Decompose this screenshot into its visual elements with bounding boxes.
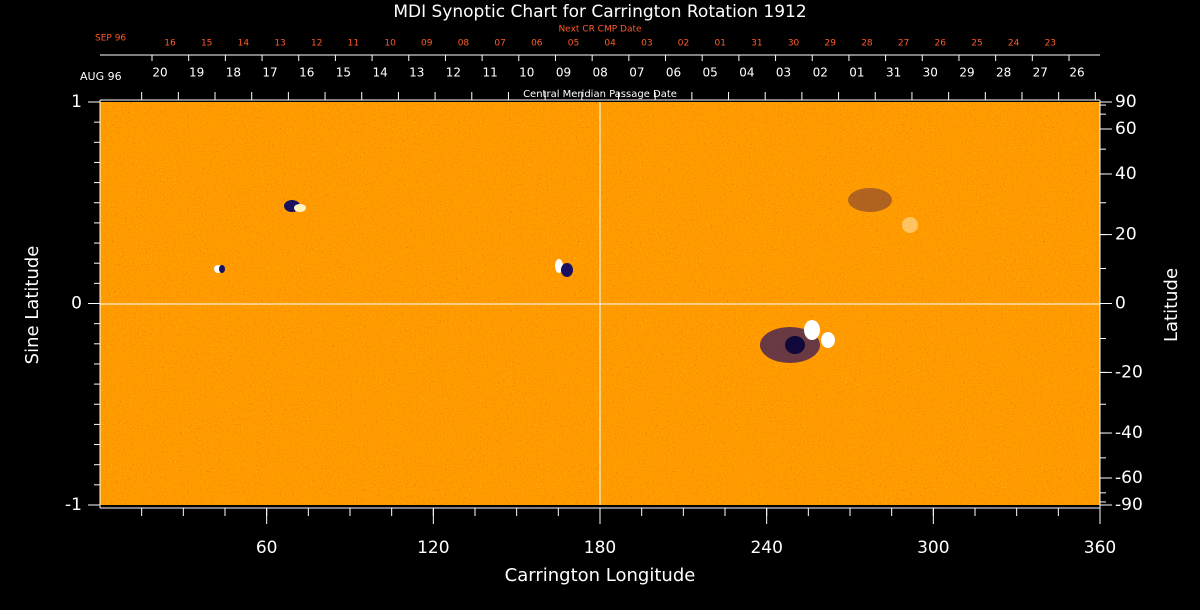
cmp-date: 19: [189, 66, 204, 80]
next-cr-start: SEP 96: [95, 34, 126, 44]
next-cr-date: 01: [714, 39, 725, 49]
cmp-date: 03: [776, 66, 791, 80]
next-cr-date: 03: [641, 39, 652, 49]
y-axis-label: Sine Latitude: [22, 246, 43, 365]
cmp-date: 29: [959, 66, 974, 80]
cmp-date: 04: [739, 66, 754, 80]
cmp-date: 30: [923, 66, 938, 80]
y2-tick-label: 0: [1115, 294, 1126, 314]
next-cr-date: 08: [458, 39, 470, 49]
cmp-date: 28: [996, 66, 1011, 80]
cmp-date: 01: [849, 66, 864, 80]
cmp-date: 09: [556, 66, 571, 80]
x-tick-label: 240: [750, 538, 782, 558]
y2-tick-label: -60: [1115, 468, 1143, 488]
next-cr-date: 25: [971, 39, 982, 49]
next-cr-date: 28: [861, 39, 873, 49]
cmp-date: 20: [152, 66, 167, 80]
y2-axis-label: Latitude: [1161, 268, 1182, 342]
chart-title: MDI Synoptic Chart for Carrington Rotati…: [393, 2, 806, 22]
x-tick-label: 120: [417, 538, 449, 558]
y-tick-label: -1: [65, 495, 82, 515]
cmp-date: 08: [593, 66, 608, 80]
next-cr-date: 07: [494, 39, 505, 49]
next-cr-date: 27: [898, 39, 909, 49]
cmp-date: 16: [299, 66, 314, 80]
y-tick-label: 1: [71, 92, 82, 112]
next-cr-date: 10: [384, 39, 396, 49]
cmp-date: 11: [482, 66, 497, 80]
y-tick-label: 0: [71, 294, 82, 314]
next-cr-date: 24: [1008, 39, 1020, 49]
x-tick-label: 300: [917, 538, 949, 558]
cmp-date: 07: [629, 66, 644, 80]
cmp-label: Central Meridian Passage Date: [523, 89, 677, 100]
next-cr-date: 26: [935, 39, 947, 49]
cmp-date: 05: [703, 66, 718, 80]
next-cr-date: 14: [238, 39, 250, 49]
y2-tick-label: 20: [1115, 225, 1137, 245]
next-cr-date: 29: [825, 39, 837, 49]
next-cr-date: 30: [788, 39, 800, 49]
cmp-start: AUG 96: [80, 70, 122, 83]
next-cr-date: 02: [678, 39, 689, 49]
next-cr-date: 06: [531, 39, 543, 49]
y2-tick-label: 40: [1115, 164, 1137, 184]
magnetogram: [100, 102, 1100, 505]
cmp-date: 26: [1069, 66, 1084, 80]
x-tick-label: 360: [1084, 538, 1116, 558]
next-cr-date: 09: [421, 39, 433, 49]
cmp-date: 14: [372, 66, 387, 80]
cmp-date: 06: [666, 66, 681, 80]
cmp-date: 13: [409, 66, 424, 80]
next-cr-date: 04: [604, 39, 616, 49]
cmp-date: 12: [446, 66, 461, 80]
cmp-date: 31: [886, 66, 901, 80]
cmp-date: 27: [1033, 66, 1048, 80]
cmp-date: 18: [226, 66, 241, 80]
y2-tick-label: 90: [1115, 92, 1137, 112]
x-axis-label: Carrington Longitude: [505, 565, 696, 586]
x-tick-label: 60: [256, 538, 278, 558]
y2-tick-label: 60: [1115, 119, 1137, 139]
next-cr-date: 13: [274, 39, 285, 49]
cmp-date: 15: [336, 66, 351, 80]
y2-tick-label: -40: [1115, 423, 1143, 443]
x-tick-label: 180: [584, 538, 616, 558]
y2-tick-label: -20: [1115, 362, 1143, 382]
y2-tick-label: -90: [1115, 495, 1143, 515]
next-cr-date: 23: [1045, 39, 1056, 49]
next-cr-date: 31: [751, 39, 762, 49]
cmp-date: 10: [519, 66, 534, 80]
cmp-date: 02: [813, 66, 828, 80]
next-cr-date: 11: [348, 39, 359, 49]
cmp-date: 17: [262, 66, 277, 80]
next-cr-date: 16: [164, 39, 176, 49]
next-cr-date: 12: [311, 39, 322, 49]
next-cr-label: Next CR CMP Date: [558, 25, 642, 35]
next-cr-date: 15: [201, 39, 212, 49]
next-cr-date: 05: [568, 39, 579, 49]
